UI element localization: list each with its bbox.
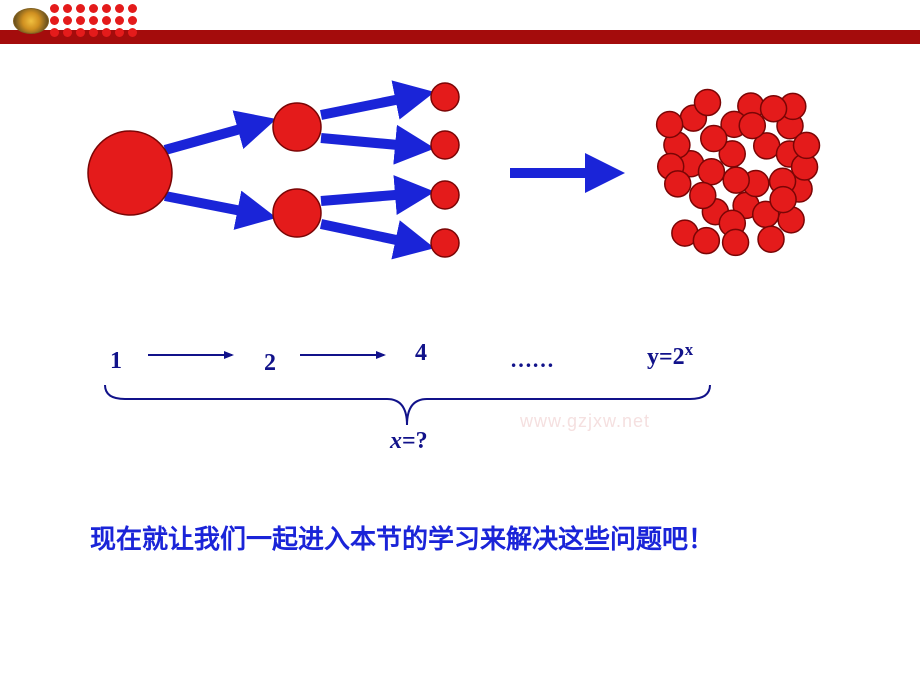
header-dot <box>76 16 85 25</box>
header-dot <box>128 4 137 13</box>
header-dot <box>89 4 98 13</box>
header-dot <box>102 16 111 25</box>
sequence-label: …… <box>510 347 554 373</box>
header-dot <box>50 4 59 13</box>
watermark-text: www.gzjxw.net <box>520 411 650 432</box>
header-dot <box>76 4 85 13</box>
header-dot <box>63 28 72 37</box>
body-text-content: 现在就让我们一起进入本节的学习来解决这些问题吧！ <box>90 525 714 554</box>
header-dot <box>115 16 124 25</box>
brace-label: x=? <box>390 428 428 455</box>
sequence-label: 2 <box>264 350 276 377</box>
header-dot <box>102 4 111 13</box>
header-dot <box>63 16 72 25</box>
header-dot <box>76 28 85 37</box>
diagram <box>0 55 920 475</box>
header-dot <box>128 28 137 37</box>
body-text: 现在就让我们一起进入本节的学习来解决这些问题吧！ <box>90 510 830 570</box>
sequence-label: 1 <box>110 348 122 375</box>
logo-icon <box>13 8 49 34</box>
header-dot <box>115 4 124 13</box>
header-dot <box>50 16 59 25</box>
header-dot-row <box>50 28 137 37</box>
header-dot <box>89 28 98 37</box>
header-dot <box>63 4 72 13</box>
header-dot <box>89 16 98 25</box>
header-dot <box>115 28 124 37</box>
header-dot-row <box>50 4 137 13</box>
header-dot <box>102 28 111 37</box>
sequence-label: y=2x <box>647 340 693 371</box>
header-dot-row <box>50 16 137 25</box>
sequence-label: 4 <box>415 340 427 367</box>
header-dot <box>128 16 137 25</box>
header-bar <box>0 30 920 44</box>
header-dot <box>50 28 59 37</box>
